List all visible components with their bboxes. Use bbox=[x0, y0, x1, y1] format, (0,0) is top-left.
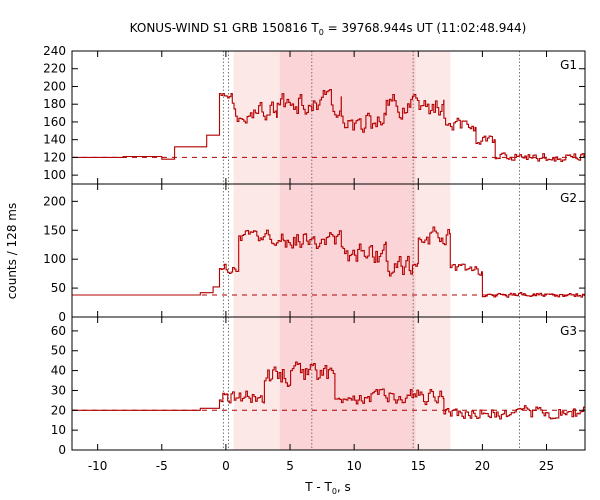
x-tick-label: 25 bbox=[539, 459, 554, 473]
y-tick-label: 30 bbox=[51, 383, 66, 397]
x-axis-label: T - T0, s bbox=[304, 480, 351, 496]
y-tick-label: 10 bbox=[51, 423, 66, 437]
y-tick-label: 200 bbox=[43, 194, 66, 208]
y-tick-label: 140 bbox=[43, 133, 66, 147]
x-tick-label: 0 bbox=[222, 459, 230, 473]
x-tick-label: -10 bbox=[88, 459, 108, 473]
title-subscript: 0 bbox=[319, 28, 324, 37]
y-tick-label: 60 bbox=[51, 324, 66, 338]
x-tick-label: 15 bbox=[411, 459, 426, 473]
shaded-interval-2 bbox=[279, 51, 416, 184]
panel-label: G3 bbox=[560, 324, 577, 338]
shaded-interval-2 bbox=[279, 317, 416, 450]
panel-g1: 100 120 140 160 180 200 220 240 G1 bbox=[43, 44, 586, 185]
y-tick-label: 50 bbox=[51, 281, 66, 295]
y-tick-label: 40 bbox=[51, 364, 66, 378]
y-axis-label: counts / 128 ms bbox=[5, 203, 19, 299]
x-tick-label: 20 bbox=[475, 459, 490, 473]
y-tick-label: 160 bbox=[43, 115, 66, 129]
y-tick-label: 0 bbox=[58, 310, 66, 324]
y-tick-label: 50 bbox=[51, 344, 66, 358]
panel-label: G1 bbox=[560, 58, 577, 72]
x-tick-label: 5 bbox=[286, 459, 294, 473]
y-tick-label: 0 bbox=[58, 443, 66, 457]
light-curve-g1 bbox=[72, 88, 585, 163]
xlabel-prefix: T - T bbox=[304, 480, 332, 494]
xlabel-suffix: , s bbox=[337, 480, 351, 494]
title-prefix: KONUS-WIND S1 GRB 150816 T bbox=[130, 21, 320, 35]
panel-g2: 0 50 100 150 200 G2 bbox=[43, 183, 586, 324]
y-tick-label: 200 bbox=[43, 79, 66, 93]
panel-frame bbox=[71, 316, 586, 451]
chart-title: KONUS-WIND S1 GRB 150816 T0 = 39768.944s… bbox=[130, 21, 527, 37]
y-tick-label: 100 bbox=[43, 252, 66, 266]
x-tick-label: -5 bbox=[156, 459, 168, 473]
panel-label: G2 bbox=[560, 191, 577, 205]
y-tick-label: 150 bbox=[43, 223, 66, 237]
title-suffix: = 39768.944s UT (11:02:48.944) bbox=[324, 21, 527, 35]
y-tick-label: 100 bbox=[43, 168, 66, 182]
y-tick-label: 220 bbox=[43, 62, 66, 76]
y-tick-label: 20 bbox=[51, 403, 66, 417]
panel-g3: 0 10 20 30 40 50 60 G3 bbox=[51, 316, 586, 457]
y-tick-label: 240 bbox=[43, 44, 66, 58]
y-tick-label: 120 bbox=[43, 150, 66, 164]
x-tick-label: 10 bbox=[347, 459, 362, 473]
y-tick-label: 180 bbox=[43, 97, 66, 111]
light-curve-g3 bbox=[72, 361, 585, 420]
xlabel-subscript: 0 bbox=[332, 487, 337, 496]
light-curve-g2 bbox=[72, 226, 585, 298]
